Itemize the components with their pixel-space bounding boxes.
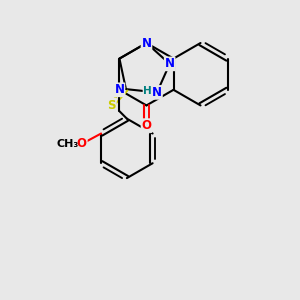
Text: N: N (165, 57, 175, 70)
Text: O: O (142, 119, 152, 132)
Text: H: H (143, 86, 152, 96)
Text: S: S (107, 98, 116, 112)
Text: N: N (152, 86, 162, 99)
Text: N: N (142, 37, 152, 50)
Text: CH₃: CH₃ (56, 139, 79, 149)
Text: N: N (114, 83, 124, 96)
Text: O: O (77, 137, 87, 150)
